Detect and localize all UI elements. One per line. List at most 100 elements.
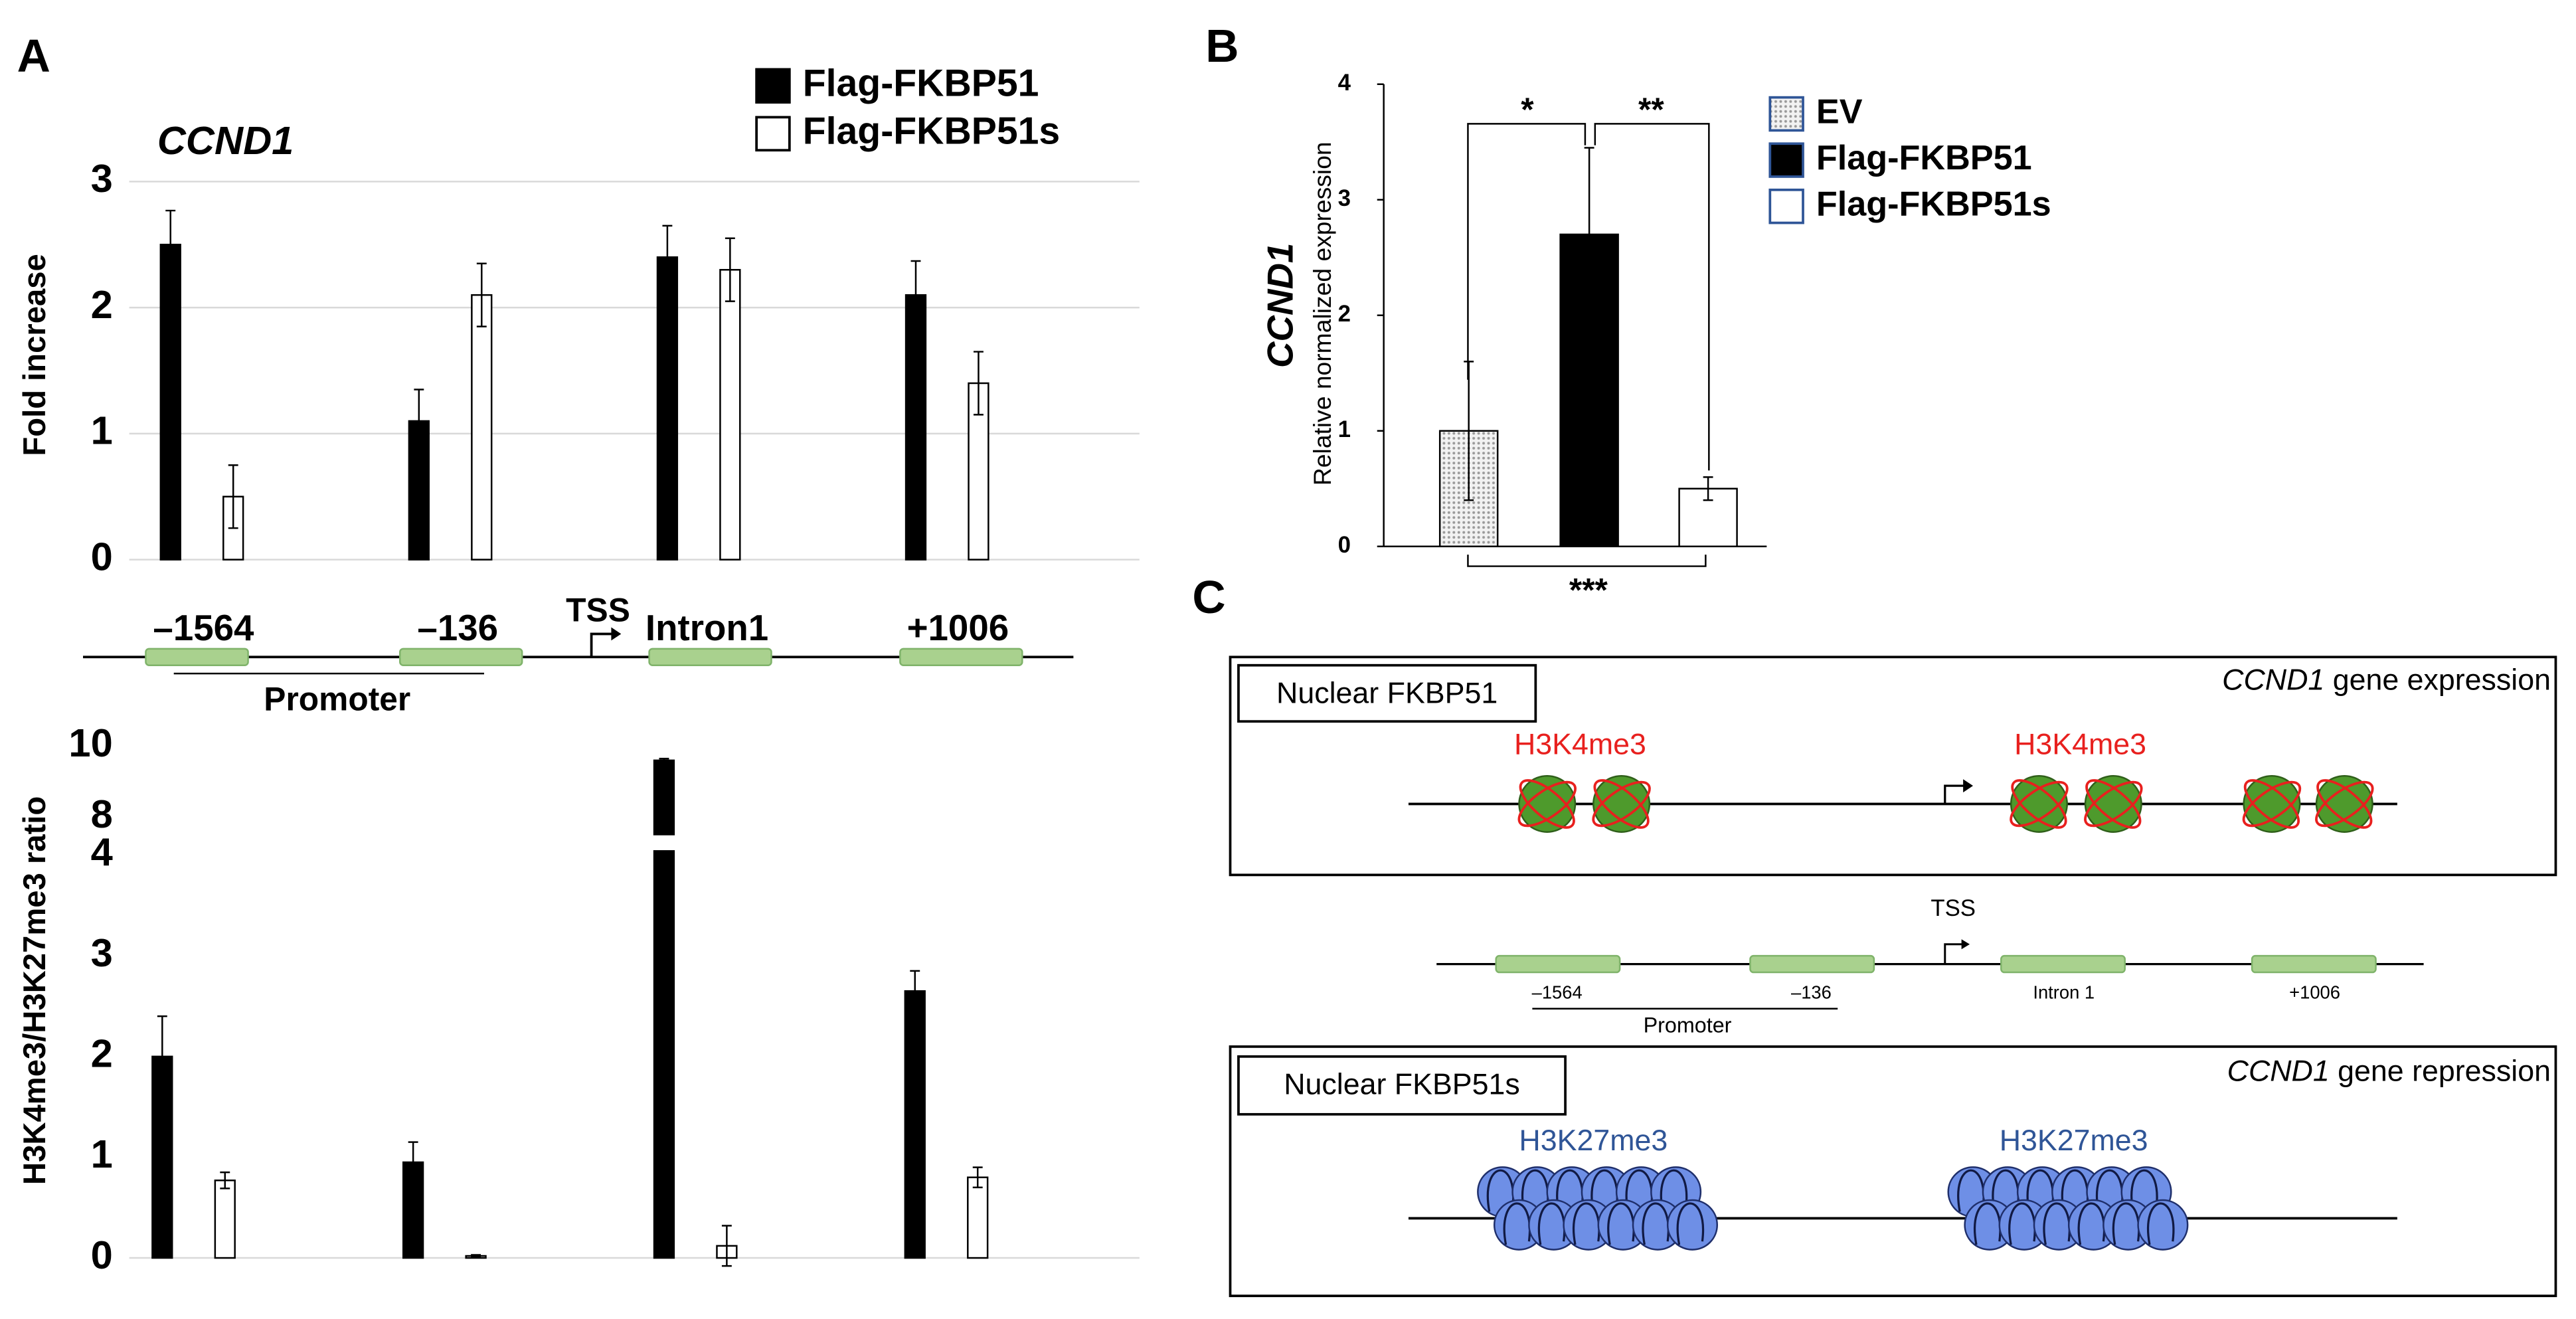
nucleosome xyxy=(1518,774,1577,833)
histone-loop xyxy=(2011,779,2067,829)
error-bar xyxy=(910,970,920,1012)
x-tick-label: +1006 xyxy=(907,607,1009,648)
nucleosome xyxy=(1592,774,1651,833)
bracket xyxy=(1467,123,1710,471)
y-tick-label: 3 xyxy=(1338,186,1351,211)
histone-mark: H3K4me3 xyxy=(2014,727,2146,760)
legend-label: Flag-FKBP51s xyxy=(1816,185,2051,223)
tss-label: TSS xyxy=(566,591,630,628)
histone-loop xyxy=(1519,779,1575,829)
region-box xyxy=(2000,954,2126,974)
y-tick-label: 8 xyxy=(91,792,113,836)
bar xyxy=(214,1180,236,1259)
error-bar xyxy=(972,1166,983,1189)
box-caption: CCND1 gene repression xyxy=(2227,1054,2551,1087)
region-box xyxy=(145,648,249,666)
chart-title: CCND1 xyxy=(157,118,294,163)
region-label: –136 xyxy=(1791,982,1832,1003)
histone-loop xyxy=(2084,780,2143,828)
y-tick-label: 0 xyxy=(91,534,113,578)
bar xyxy=(967,1176,989,1259)
nucleosome-cluster xyxy=(1477,1166,2189,1251)
y-tick-label: 0 xyxy=(91,1233,113,1277)
legend-swatch xyxy=(755,116,791,152)
histone-loop xyxy=(1517,780,1577,828)
bar xyxy=(719,268,741,561)
bar xyxy=(653,759,675,1259)
error-bar xyxy=(414,389,424,454)
error-bar xyxy=(471,1254,481,1258)
tss-arrow xyxy=(590,632,615,658)
histone-mark: H3K27me3 xyxy=(2000,1124,2148,1157)
nucleosome xyxy=(2315,774,2373,833)
histone-loop xyxy=(2316,779,2373,829)
y-tick-label: 4 xyxy=(91,830,113,874)
error-bar xyxy=(476,262,487,327)
bar xyxy=(904,990,926,1259)
histone-loop xyxy=(2085,779,2142,829)
repression-box xyxy=(1229,1045,2557,1298)
error-bar xyxy=(220,1171,230,1189)
histone-loop xyxy=(2315,780,2374,828)
error-bar xyxy=(1703,476,1713,501)
panel-label: B xyxy=(1205,20,1239,72)
region-box xyxy=(899,648,1023,666)
error-bar xyxy=(659,757,669,763)
tss-arrow xyxy=(1944,784,1965,804)
axis-break xyxy=(651,835,677,851)
bar xyxy=(159,244,181,561)
error-bar xyxy=(910,260,921,330)
y-tick-label: 3 xyxy=(91,156,113,201)
y-tick-label: 4 xyxy=(1338,70,1351,96)
legend-swatch xyxy=(1768,188,1804,224)
legend-swatch xyxy=(1768,96,1804,132)
error-bar xyxy=(408,1141,418,1184)
nucleosome xyxy=(2137,1199,2189,1251)
histone-loop xyxy=(1593,779,1650,829)
y-axis-label: Fold increase xyxy=(17,254,52,456)
nucleosome xyxy=(1666,1199,1719,1251)
title-box xyxy=(1237,663,1537,723)
y-tick-label: 3 xyxy=(91,930,113,975)
bracket xyxy=(1467,555,1707,567)
box-title: Nuclear FKBP51s xyxy=(1284,1067,1520,1100)
annotation: *** xyxy=(1569,571,1608,608)
histone-mark: H3K4me3 xyxy=(1514,727,1646,760)
histone-mark: H3K27me3 xyxy=(1519,1124,1668,1157)
region-box xyxy=(399,648,523,666)
histone-loop xyxy=(2243,779,2300,829)
bar xyxy=(904,294,927,561)
y-tick-label: 0 xyxy=(1338,533,1351,558)
gene-name: CCND1 xyxy=(2222,663,2324,696)
error-bar xyxy=(721,1225,732,1267)
y-tick-label: 2 xyxy=(91,1031,113,1076)
y-tick-label: 10 xyxy=(68,721,112,765)
annotation: * xyxy=(1521,91,1534,128)
histone-loop xyxy=(2010,780,2069,828)
y-tick-label: 2 xyxy=(1338,302,1351,327)
error-bar xyxy=(973,351,984,416)
tss-arrow xyxy=(1944,943,1964,964)
histone-loop xyxy=(2147,1202,2175,1245)
promoter-label: Promoter xyxy=(1644,1013,1732,1037)
box-caption: CCND1 gene expression xyxy=(2222,663,2551,696)
panel-label: A xyxy=(17,30,50,82)
y-tick-label: 1 xyxy=(1338,417,1351,442)
region-box xyxy=(1749,954,1875,974)
bar xyxy=(471,294,493,561)
panel-label: C xyxy=(1192,571,1225,623)
region-label: +1006 xyxy=(2289,982,2340,1003)
gene-name: CCND1 xyxy=(2227,1054,2330,1087)
y-tick-label: 2 xyxy=(91,282,113,327)
tss-arrowhead xyxy=(1963,779,1974,793)
error-bar xyxy=(662,224,673,290)
error-bar xyxy=(228,464,238,529)
y-axis-label: Relative normalized expression xyxy=(1308,141,1336,485)
legend-swatch xyxy=(755,68,791,104)
histone-loop xyxy=(2130,1169,2158,1212)
y-tick-label: 1 xyxy=(91,1132,113,1176)
region-box xyxy=(1495,954,1621,974)
histone-loop xyxy=(1660,1169,1688,1212)
x-tick-label: –1564 xyxy=(153,607,254,648)
